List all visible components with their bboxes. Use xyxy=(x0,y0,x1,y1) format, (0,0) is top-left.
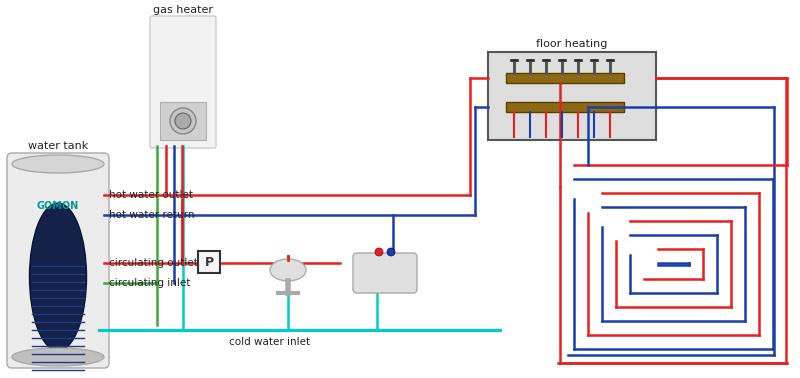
Bar xyxy=(198,251,220,273)
Ellipse shape xyxy=(270,259,306,281)
FancyBboxPatch shape xyxy=(7,153,109,368)
Circle shape xyxy=(175,113,191,129)
Text: circulating outlet: circulating outlet xyxy=(109,258,198,268)
Text: hot water return: hot water return xyxy=(109,210,194,220)
Text: hot water outlet: hot water outlet xyxy=(109,190,193,200)
FancyBboxPatch shape xyxy=(150,16,216,148)
FancyBboxPatch shape xyxy=(353,253,417,293)
Bar xyxy=(506,73,624,83)
Circle shape xyxy=(170,108,196,134)
Ellipse shape xyxy=(12,348,104,366)
Text: circulating inlet: circulating inlet xyxy=(109,278,190,288)
Bar xyxy=(160,102,206,140)
Text: water tank: water tank xyxy=(28,141,88,151)
Bar xyxy=(488,52,656,140)
Bar xyxy=(506,102,624,112)
Text: GOMON: GOMON xyxy=(37,201,79,211)
Text: cold water inlet: cold water inlet xyxy=(230,337,310,347)
Ellipse shape xyxy=(30,203,86,351)
Ellipse shape xyxy=(12,155,104,173)
Text: P: P xyxy=(205,256,214,268)
Text: gas heater: gas heater xyxy=(153,5,213,15)
Circle shape xyxy=(375,248,383,256)
Circle shape xyxy=(387,248,395,256)
Text: floor heating: floor heating xyxy=(536,39,608,49)
